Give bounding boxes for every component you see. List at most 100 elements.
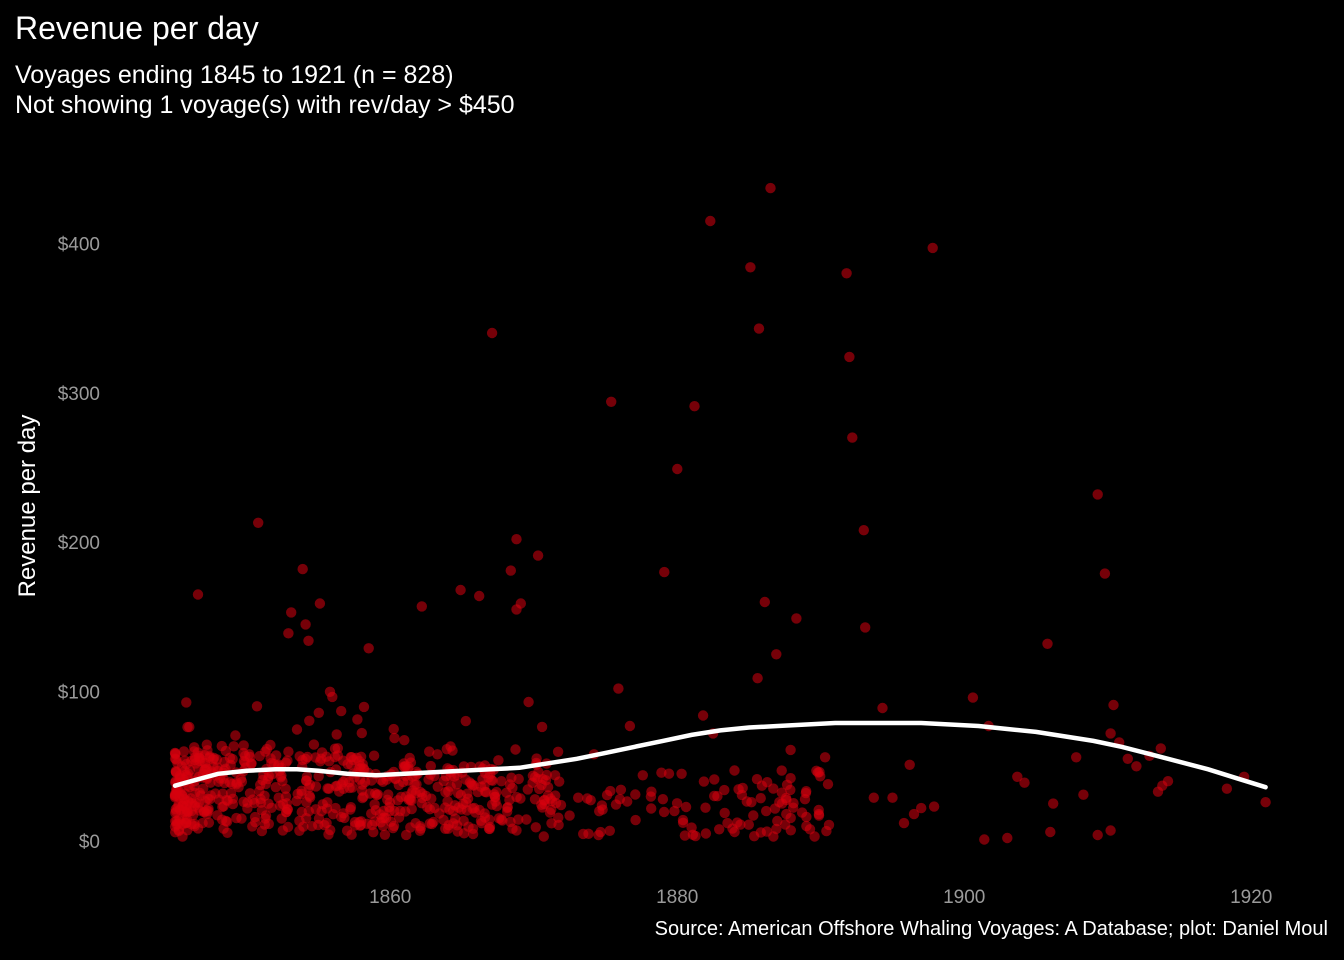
data-point: [583, 828, 594, 839]
data-point: [1105, 728, 1116, 739]
data-point: [669, 805, 680, 817]
data-point: [771, 649, 782, 660]
data-point: [1131, 761, 1142, 772]
data-point: [297, 563, 308, 575]
data-point: [182, 768, 194, 779]
data-point: [170, 827, 181, 838]
data-point: [1002, 832, 1013, 844]
data-point: [192, 589, 204, 600]
data-point: [455, 584, 466, 596]
data-point: [804, 824, 816, 835]
data-point: [409, 779, 420, 790]
data-point: [527, 777, 538, 788]
data-point: [967, 692, 979, 703]
data-point: [349, 820, 361, 831]
data-point: [265, 739, 276, 751]
data-point: [523, 696, 534, 708]
data-point: [898, 817, 910, 829]
data-point: [700, 828, 712, 839]
data-point: [174, 804, 186, 815]
data-point: [513, 773, 524, 785]
data-point: [504, 794, 515, 806]
data-point: [227, 753, 238, 765]
data-point: [507, 823, 518, 834]
data-point: [259, 819, 270, 830]
data-point: [424, 746, 435, 757]
data-point: [342, 759, 353, 770]
data-point: [176, 761, 188, 772]
data-point: [530, 822, 541, 833]
data-point: [1019, 777, 1030, 788]
data-point: [761, 826, 773, 837]
data-point: [904, 759, 915, 770]
data-point: [1099, 568, 1111, 579]
x-tick-label: 1920: [1230, 887, 1272, 908]
data-point: [185, 793, 197, 804]
data-point: [1071, 752, 1082, 763]
data-point: [772, 815, 783, 827]
data-point: [1105, 825, 1116, 836]
data-point: [630, 789, 641, 800]
data-point: [410, 818, 421, 829]
data-point: [322, 783, 333, 794]
data-point: [424, 804, 436, 815]
data-point: [226, 778, 238, 790]
data-point: [336, 779, 347, 790]
data-point: [339, 812, 350, 824]
data-point: [1012, 771, 1023, 782]
data-point: [844, 351, 855, 363]
data-point: [645, 791, 657, 802]
data-point: [368, 750, 380, 761]
x-axis-ticks: 1860 1880 1900 1920: [369, 887, 1272, 908]
chart-title: Revenue per day: [15, 10, 259, 46]
subtitle-line-2: Not showing 1 voyage(s) with rev/day > $…: [15, 91, 515, 119]
data-point: [656, 767, 667, 778]
data-point: [868, 792, 879, 803]
data-point: [700, 802, 711, 813]
data-point: [291, 724, 303, 735]
data-point: [1221, 783, 1233, 794]
data-point: [275, 772, 286, 783]
data-point: [659, 566, 670, 578]
data-point: [719, 807, 730, 819]
data-point: [496, 776, 507, 787]
data-point: [624, 720, 636, 732]
data-point: [505, 565, 516, 576]
data-point: [336, 705, 347, 717]
data-point: [658, 806, 670, 818]
data-point: [698, 776, 710, 787]
data-point: [697, 710, 709, 721]
data-point: [395, 805, 406, 817]
data-point: [377, 820, 389, 832]
data-point: [502, 802, 513, 814]
smooth-trend-line: [172, 720, 1268, 790]
data-point: [490, 791, 501, 803]
data-point: [331, 729, 342, 740]
data-point: [613, 683, 624, 694]
data-point: [186, 819, 197, 830]
data-point: [1260, 797, 1271, 808]
data-point: [363, 643, 374, 654]
data-point: [538, 831, 549, 842]
data-point: [486, 327, 498, 339]
data-point: [242, 797, 253, 808]
data-point: [564, 810, 575, 821]
data-point: [388, 723, 399, 735]
data-point: [319, 820, 330, 831]
data-point: [300, 775, 312, 786]
data-point: [615, 784, 627, 795]
data-point: [979, 834, 990, 845]
chart-subtitle: Voyages ending 1845 to 1921 (n = 828) No…: [15, 60, 515, 120]
data-point: [743, 819, 754, 830]
data-point: [286, 607, 297, 618]
data-point: [467, 823, 479, 834]
y-tick-label: $100: [58, 683, 100, 704]
data-point: [368, 827, 379, 838]
data-point: [170, 748, 181, 759]
data-point: [201, 805, 212, 816]
data-point: [313, 771, 324, 782]
data-point: [310, 752, 321, 763]
data-point: [751, 774, 763, 785]
data-point: [887, 792, 898, 803]
data-point: [356, 727, 367, 739]
